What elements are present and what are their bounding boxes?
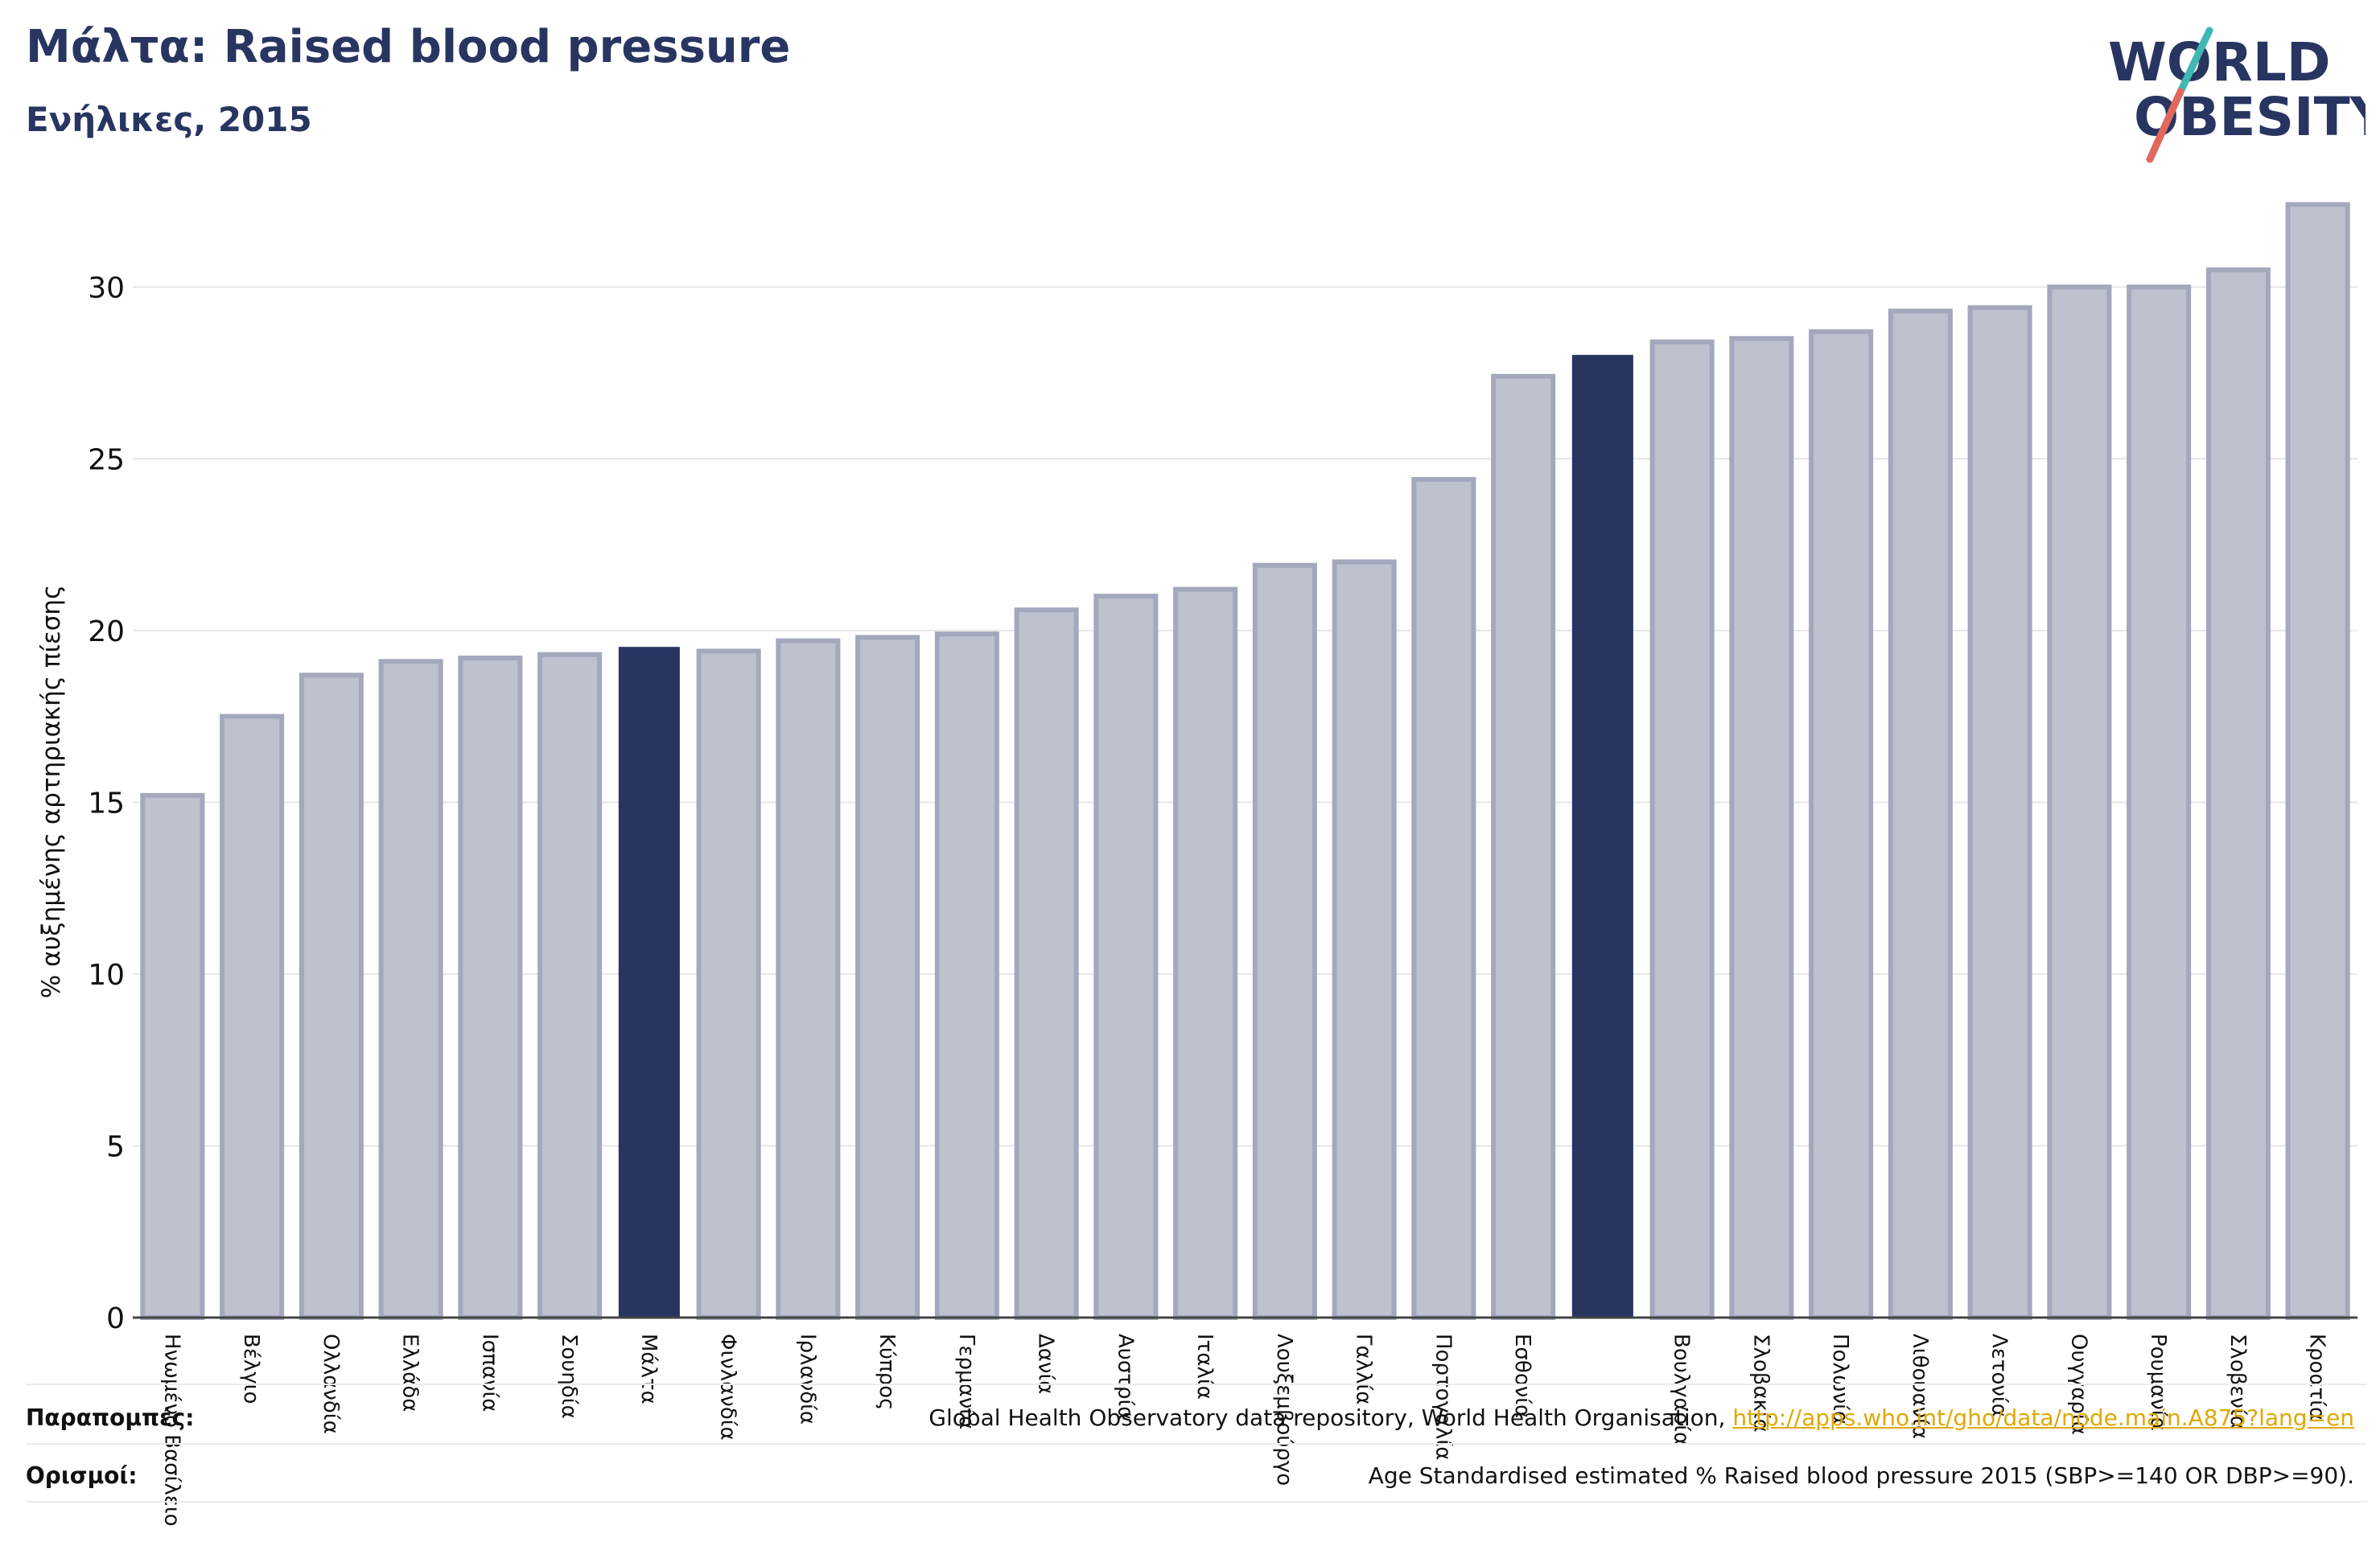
bar	[1332, 559, 1397, 1320]
bar	[2047, 284, 2112, 1320]
x-tick-label: Γαλλία	[1352, 1334, 1376, 1404]
y-tick-label: 0	[106, 1302, 125, 1335]
bar	[1571, 355, 1633, 1319]
footer-divider-top	[26, 1384, 2367, 1385]
y-tick-label: 15	[88, 787, 125, 820]
x-tick-label: Ρουμανία	[2146, 1334, 2170, 1431]
x-tick-label: Σλοβακία	[1748, 1334, 1773, 1433]
bar	[1888, 308, 1953, 1320]
references-row: Παραπομπές: Global Health Observatory da…	[26, 1395, 2354, 1440]
bar	[1411, 476, 1476, 1321]
bar	[1649, 339, 1715, 1320]
bar	[378, 659, 443, 1320]
y-tick-label: 5	[106, 1130, 125, 1163]
x-tick-label: Σουηδία	[557, 1334, 581, 1419]
x-tick-label: Σλοβενία	[2226, 1334, 2250, 1429]
bar	[1491, 373, 1556, 1321]
references-text: Global Health Observatory data repositor…	[929, 1404, 1733, 1431]
x-tick-label: Ελλάδα	[398, 1334, 422, 1412]
bar	[299, 672, 364, 1320]
page-subtitle: Ενήλικες, 2015	[26, 100, 312, 139]
world-obesity-logo: WORLD OBESITY	[2108, 27, 2366, 163]
x-tick-label: Ηνωμένο Βασίλειο	[159, 1334, 183, 1527]
x-tick-label: Πολωνία	[1828, 1334, 1852, 1425]
logo-slash-red	[2146, 88, 2184, 163]
bar	[1809, 329, 1874, 1321]
x-tick-label: Κύπρος	[875, 1334, 899, 1410]
x-tick-label: Ιταλία	[1192, 1334, 1217, 1400]
x-tick-label: Αυστρία	[1113, 1334, 1137, 1420]
bar	[2205, 267, 2271, 1320]
y-tick-label: 25	[88, 443, 125, 476]
y-tick-label: 30	[88, 272, 125, 305]
definitions-row: Ορισμοί: Age Standardised estimated % Ra…	[26, 1453, 2354, 1498]
x-tick-label: Φινλανδία	[716, 1334, 740, 1441]
x-tick-label: Βουλγαρία	[1670, 1334, 1694, 1445]
footer-divider-middle	[26, 1443, 2367, 1445]
x-tick-label: Λουξεμβούργο	[1272, 1334, 1296, 1486]
definitions-text: Age Standardised estimated % Raised bloo…	[1368, 1462, 2354, 1489]
references-text-wrap: Global Health Observatory data repositor…	[929, 1404, 2354, 1431]
footer-divider-bottom	[26, 1501, 2367, 1503]
bar	[618, 647, 680, 1318]
x-tick-label: Λετονία	[1987, 1334, 2011, 1417]
x-tick-label: Εσθονία	[1510, 1334, 1534, 1418]
x-tick-label: Βέλγιο	[239, 1334, 263, 1404]
bar	[458, 656, 523, 1320]
y-axis-title: % αυξημένης αρτηριακής πίεσης	[37, 585, 66, 999]
bar	[1173, 586, 1238, 1320]
x-tick-label: Λιθουανία	[1908, 1334, 1932, 1439]
references-link[interactable]: http://apps.who.int/gho/data/node.main.A…	[1732, 1404, 2354, 1431]
bar	[1967, 305, 2032, 1321]
references-label: Παραπομπές:	[26, 1404, 195, 1431]
bar	[140, 792, 205, 1320]
x-tick-label: Δανία	[1034, 1334, 1058, 1394]
bar	[1093, 594, 1159, 1320]
bar	[934, 631, 999, 1320]
x-tick-label: Γερμανία	[954, 1334, 978, 1429]
bar	[855, 635, 920, 1320]
x-tick-label: Πορτογαλία	[1431, 1334, 1455, 1460]
bar	[1014, 607, 1079, 1320]
bar	[1252, 562, 1317, 1320]
x-tick-label: Ιρλανδία	[795, 1334, 819, 1425]
y-tick-label: 20	[88, 615, 125, 648]
page-title: Μάλτα: Raised blood pressure	[26, 21, 791, 73]
bar	[220, 713, 285, 1320]
x-tick-label: Μάλτα	[636, 1334, 661, 1404]
bar	[537, 652, 603, 1320]
bar	[1729, 335, 1794, 1320]
bar	[776, 638, 841, 1320]
bar	[2127, 284, 2192, 1320]
definitions-label: Ορισμοί:	[26, 1462, 138, 1489]
bar	[2285, 202, 2350, 1321]
x-tick-label: Ισπανία	[477, 1334, 501, 1412]
x-tick-label: Κροατία	[2305, 1334, 2329, 1421]
logo-slash-teal	[2176, 27, 2213, 96]
y-tick-label: 10	[88, 959, 125, 992]
logo-line1: WORLD	[2108, 31, 2331, 93]
bar	[696, 648, 761, 1320]
